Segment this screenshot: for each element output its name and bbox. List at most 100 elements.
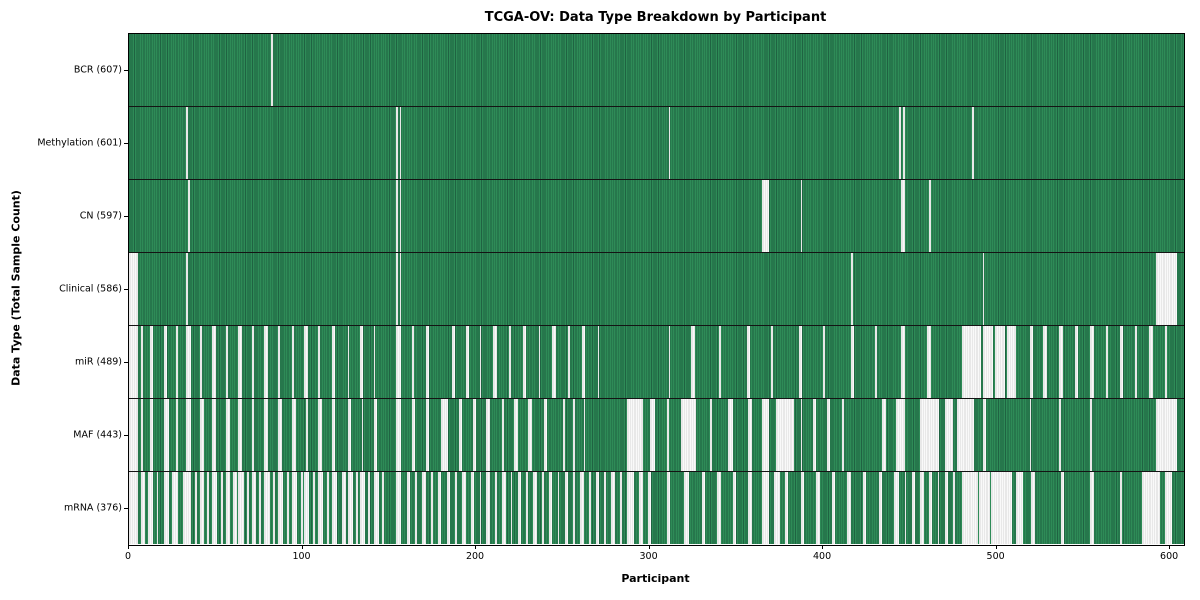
absent-stripe	[573, 472, 575, 544]
absent-stripe	[1090, 472, 1094, 544]
absent-stripe	[1074, 326, 1079, 398]
absent-stripe	[212, 399, 216, 471]
absent-stripe	[226, 399, 230, 471]
absent-stripe	[264, 399, 268, 471]
absent-stripe	[762, 399, 770, 471]
absent-stripe	[396, 472, 402, 544]
absent-stripe	[326, 472, 329, 544]
absent-stripe	[552, 326, 556, 398]
absent-stripe	[774, 472, 780, 544]
absent-stripe	[718, 326, 721, 398]
absent-stripe	[486, 399, 490, 471]
absent-stripe	[982, 253, 985, 325]
absent-stripe	[472, 399, 477, 471]
absent-stripe	[186, 399, 192, 471]
absent-stripe	[347, 399, 352, 471]
absent-stripe	[437, 472, 442, 544]
data-row-mRNA	[129, 472, 1184, 544]
ytick-label: MAF (443)	[73, 429, 122, 440]
absent-stripe	[252, 399, 254, 471]
absent-stripe	[517, 472, 522, 544]
absent-stripe	[543, 399, 548, 471]
absent-stripe	[798, 326, 803, 398]
absent-stripe	[812, 399, 817, 471]
absent-stripe	[304, 472, 310, 544]
absent-stripe	[691, 326, 695, 398]
absent-stripe	[238, 472, 244, 544]
absent-stripe	[1090, 326, 1094, 398]
absent-stripe	[568, 326, 570, 398]
absent-stripe	[149, 326, 154, 398]
absent-stripe	[396, 107, 398, 179]
xtick-label: 100	[292, 551, 311, 562]
absent-stripe	[273, 472, 275, 544]
absent-stripe	[762, 180, 770, 252]
plot-area: Present Absent	[128, 33, 1185, 546]
xtick-mark	[822, 545, 824, 549]
absent-stripe	[961, 326, 981, 398]
absent-stripe	[878, 472, 883, 544]
absent-stripe	[441, 399, 449, 471]
data-row-Clinical	[129, 253, 1184, 326]
absent-stripe	[1156, 253, 1178, 325]
xtick-mark	[475, 545, 477, 549]
absent-stripe	[156, 472, 159, 544]
absent-stripe	[533, 472, 537, 544]
absent-stripe	[212, 472, 218, 544]
absent-stripe	[1060, 472, 1065, 544]
absent-stripe	[430, 472, 433, 544]
absent-stripe	[522, 326, 527, 398]
absent-stripe	[486, 472, 490, 544]
absent-stripe	[252, 326, 254, 398]
absent-stripe	[899, 107, 902, 179]
data-row-miR	[129, 326, 1184, 399]
absent-stripe	[620, 472, 622, 544]
ytick-label: BCR (607)	[73, 64, 122, 75]
absent-stripe	[875, 326, 877, 398]
absent-stripe	[1164, 472, 1172, 544]
absent-stripe	[1059, 326, 1063, 398]
absent-stripe	[502, 472, 506, 544]
xtick-label: 0	[124, 551, 132, 562]
absent-stripe	[850, 326, 855, 398]
absent-stripe	[332, 472, 338, 544]
absent-stripe	[186, 326, 192, 398]
absent-stripe	[1119, 472, 1122, 544]
absent-stripe	[226, 472, 230, 544]
absent-stripe	[668, 107, 671, 179]
absent-stripe	[342, 472, 346, 544]
absent-stripe	[748, 472, 752, 544]
absent-stripe	[748, 399, 752, 471]
absent-stripe	[816, 472, 820, 544]
absent-stripe	[415, 472, 418, 544]
absent-stripe	[1029, 326, 1034, 398]
absent-stripe	[305, 399, 308, 471]
absent-stripe	[526, 472, 529, 544]
absent-stripe	[1015, 472, 1023, 544]
data-row-MAF	[129, 399, 1184, 472]
absent-stripe	[573, 399, 575, 471]
absent-stripe	[649, 399, 655, 471]
ytick-mark	[124, 288, 128, 290]
xtick-label: 300	[639, 551, 658, 562]
absent-stripe	[557, 472, 560, 544]
absent-stripe	[717, 472, 721, 544]
ytick-label: mRNA (376)	[63, 502, 122, 513]
absent-stripe	[842, 399, 844, 471]
absent-stripe	[304, 326, 308, 398]
ytick-mark	[124, 142, 128, 144]
absent-stripe	[928, 180, 931, 252]
absent-stripe	[1142, 472, 1160, 544]
absent-stripe	[141, 326, 143, 398]
absent-stripe	[318, 399, 322, 471]
absent-stripe	[264, 472, 270, 544]
ytick-mark	[124, 434, 128, 436]
absent-stripe	[148, 472, 154, 544]
absent-stripe	[927, 326, 931, 398]
absent-stripe	[462, 472, 466, 544]
absent-stripe	[800, 472, 804, 544]
data-row-Methylation	[129, 107, 1184, 180]
absent-stripe	[647, 472, 652, 544]
absent-stripe	[186, 107, 188, 179]
absent-stripe	[425, 399, 430, 471]
